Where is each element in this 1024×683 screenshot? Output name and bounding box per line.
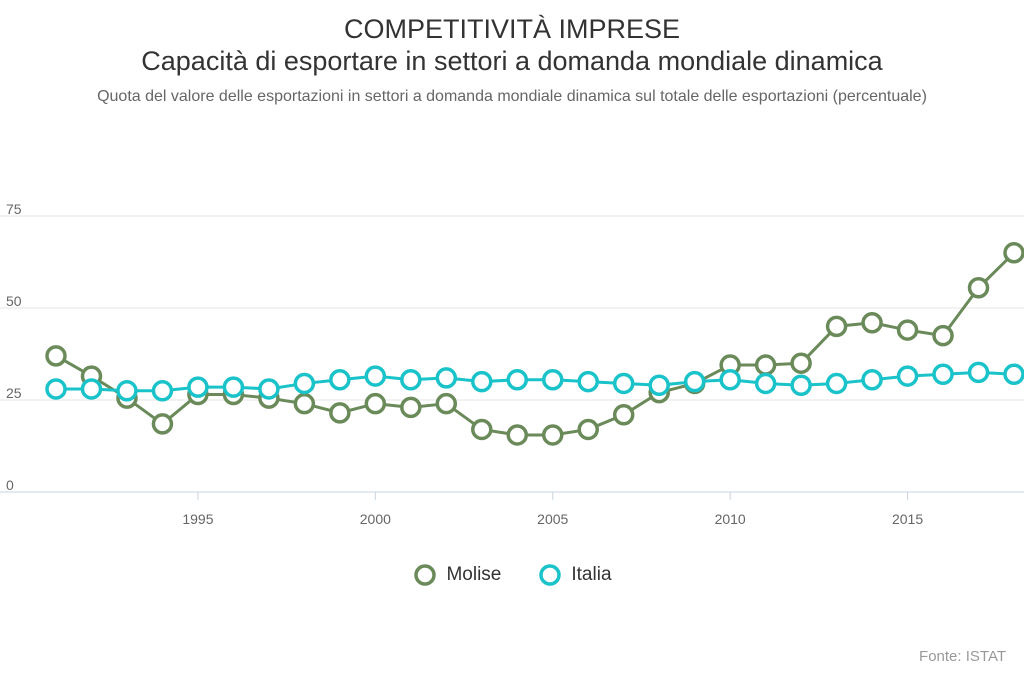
y-axis-ticks: 0 25 50 75 — [6, 201, 22, 493]
point-italia-1991 — [45, 378, 67, 400]
legend-item-italia[interactable]: Italia — [537, 562, 612, 588]
point-italia-2009 — [683, 370, 706, 393]
series-italia — [45, 361, 1024, 402]
point-italia-2014 — [861, 369, 883, 391]
point-molise-1998 — [293, 392, 316, 415]
point-italia-2004 — [506, 369, 529, 391]
point-italia-1995 — [187, 376, 209, 398]
point-molise-2000 — [364, 392, 387, 415]
point-italia-2000 — [364, 365, 387, 387]
point-molise-2018 — [1003, 242, 1024, 264]
chart-title-line2: Capacità di esportare in settori a doman… — [141, 46, 883, 76]
x-tick-label-2010: 2010 — [715, 511, 746, 527]
series-molise — [45, 242, 1024, 446]
point-molise-2003 — [471, 418, 493, 441]
point-molise-2014 — [861, 311, 883, 334]
chart-title: COMPETITIVITÀ IMPRESE — [343, 14, 681, 44]
legend-marker-molise-icon — [414, 564, 437, 586]
point-italia-2007 — [612, 372, 635, 395]
y-tick-label-75: 75 — [6, 201, 22, 217]
legend-label-italia: Italia — [571, 564, 612, 585]
point-molise-2016 — [932, 324, 954, 347]
y-tick-label-25: 25 — [6, 385, 22, 401]
point-italia-2012 — [790, 374, 812, 397]
x-axis-ticks: 1995 2000 2005 2010 2015 — [182, 492, 923, 527]
point-molise-2004 — [506, 424, 529, 446]
series-line-molise — [55, 251, 1016, 437]
y-tick-label-50: 50 — [6, 293, 22, 309]
point-italia-2006 — [577, 370, 599, 393]
grid-lines — [0, 215, 1024, 493]
point-italia-1999 — [329, 369, 351, 391]
point-italia-2018 — [1003, 363, 1024, 385]
point-italia-2017 — [967, 361, 990, 384]
legend-marker-italia-icon — [539, 564, 562, 586]
point-molise-2012 — [790, 352, 812, 374]
source-note: Fonte: ISTAT — [919, 648, 1006, 665]
point-italia-2001 — [400, 369, 422, 391]
point-molise-2015 — [896, 319, 919, 341]
point-molise-2013 — [825, 315, 848, 338]
point-molise-2001 — [400, 396, 422, 419]
point-italia-2002 — [435, 367, 458, 389]
point-italia-1997 — [258, 378, 280, 400]
x-tick-label-2005: 2005 — [537, 511, 568, 527]
point-italia-2010 — [719, 369, 741, 391]
point-italia-2013 — [825, 372, 848, 395]
point-molise-1994 — [151, 413, 174, 435]
chart-subtitle: Quota del valore delle esportazioni in s… — [97, 88, 927, 105]
point-italia-2005 — [541, 369, 564, 391]
point-molise-2011 — [754, 354, 777, 376]
x-tick-label-2000: 2000 — [360, 511, 391, 527]
point-italia-2003 — [471, 370, 493, 393]
x-tick-label-1995: 1995 — [182, 511, 213, 527]
point-italia-2016 — [932, 363, 954, 385]
point-italia-2011 — [754, 372, 777, 395]
point-italia-2008 — [648, 374, 670, 397]
point-molise-2007 — [612, 403, 635, 426]
point-italia-1994 — [151, 380, 174, 402]
series-layer — [45, 242, 1024, 446]
point-molise-2005 — [541, 424, 564, 446]
x-tick-label-2015: 2015 — [892, 511, 923, 527]
point-italia-1993 — [116, 380, 138, 402]
point-molise-2002 — [435, 392, 458, 415]
point-molise-1999 — [329, 402, 351, 424]
y-tick-label-0: 0 — [6, 477, 14, 493]
point-molise-2017 — [967, 277, 990, 299]
point-italia-1998 — [293, 372, 316, 395]
legend: Molise Italia — [0, 562, 1024, 588]
point-italia-2015 — [896, 365, 919, 387]
point-molise-1991 — [45, 345, 67, 367]
point-italia-1992 — [80, 378, 103, 400]
title-block: COMPETITIVITÀ IMPRESE Capacità di esport… — [0, 0, 1024, 109]
point-molise-2006 — [577, 418, 599, 441]
point-italia-1996 — [222, 376, 245, 398]
legend-label-molise: Molise — [446, 564, 502, 585]
series-line-italia — [56, 370, 1015, 393]
legend-item-molise[interactable]: Molise — [412, 562, 501, 588]
